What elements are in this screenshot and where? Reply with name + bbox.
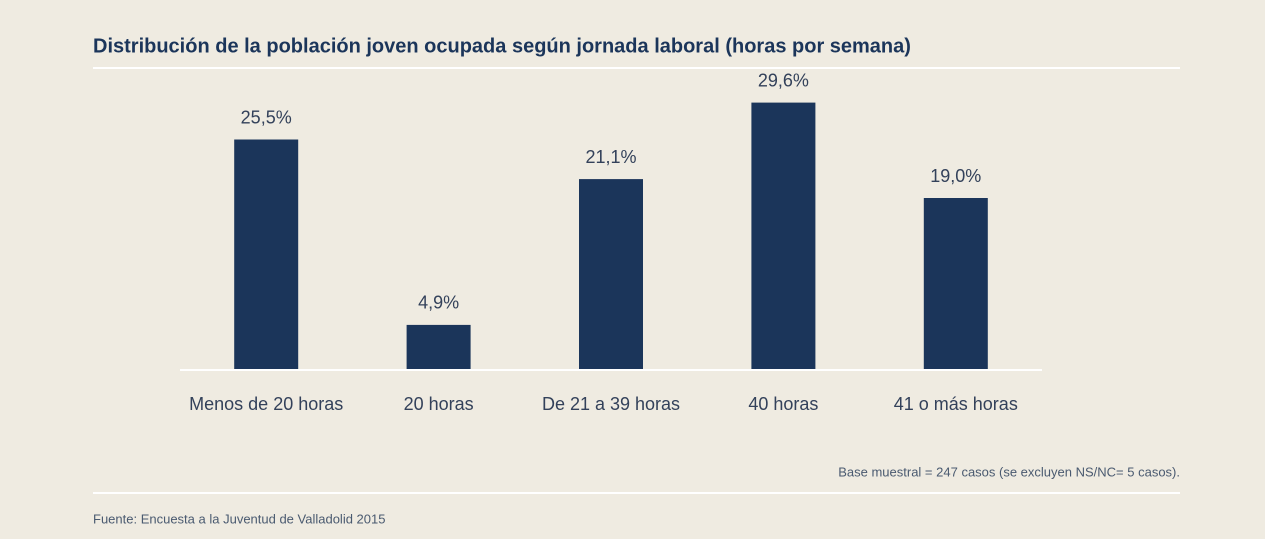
chart-title: Distribución de la población joven ocupa… (93, 35, 911, 57)
x-tick-label: 20 horas (404, 394, 474, 414)
bar (406, 324, 471, 369)
x-tick-label: 41 o más horas (894, 394, 1018, 414)
value-label: 19,0% (930, 166, 981, 186)
bar (923, 198, 988, 369)
value-label: 29,6% (758, 70, 809, 90)
x-tick-label: Menos de 20 horas (189, 394, 343, 414)
value-label: 21,1% (585, 147, 636, 167)
x-tick-label: 40 horas (748, 394, 818, 414)
value-label: 4,9% (418, 293, 459, 313)
value-label: 25,5% (241, 107, 292, 127)
bar (751, 102, 816, 369)
bar (234, 139, 299, 369)
x-tick-label: De 21 a 39 horas (542, 394, 680, 414)
note: Base muestral = 247 casos (se excluyen N… (838, 464, 1180, 479)
source: Fuente: Encuesta a la Juventud de Vallad… (93, 511, 385, 526)
bar (579, 179, 643, 369)
